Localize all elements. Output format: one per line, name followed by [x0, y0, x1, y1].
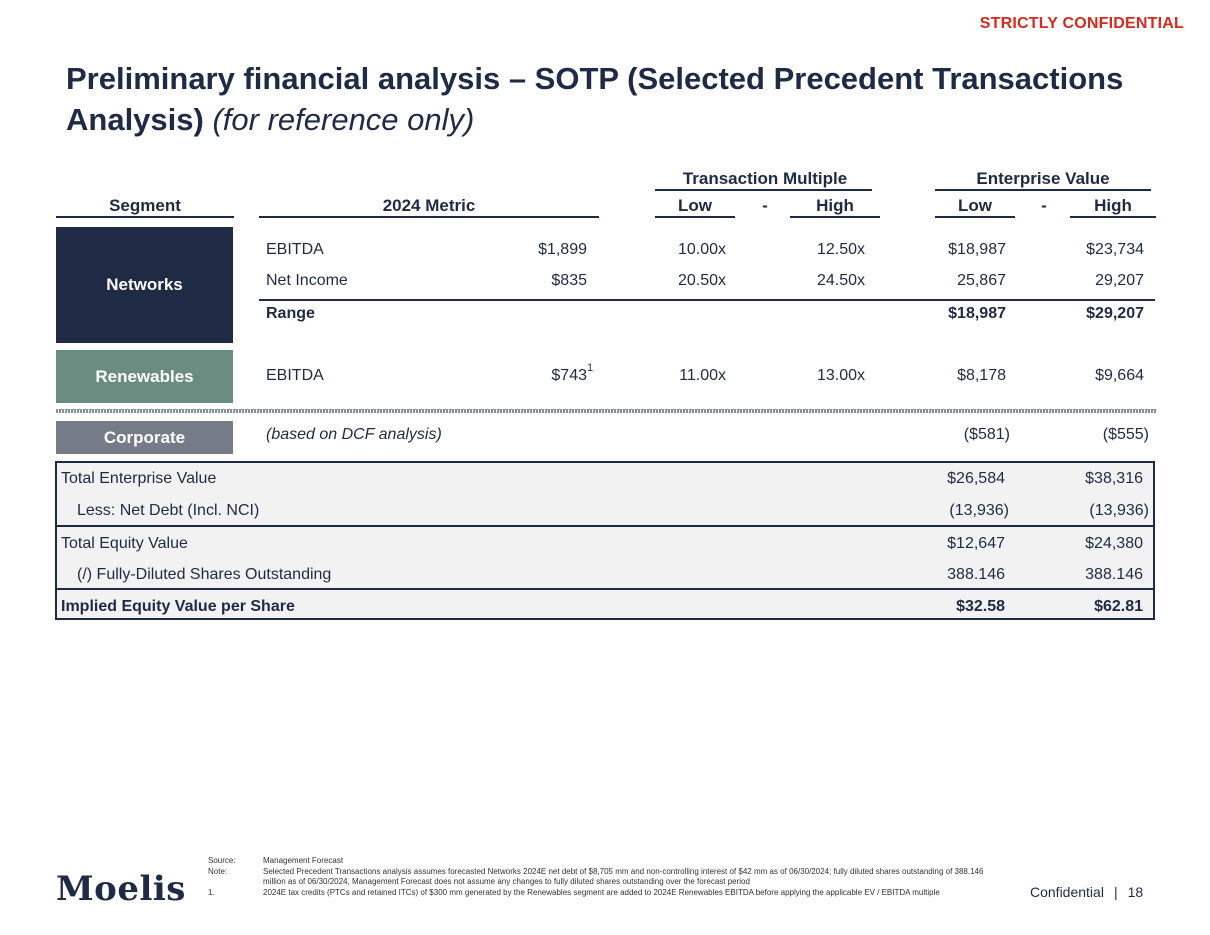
title-sub: (for reference only)	[212, 102, 475, 137]
summary-net-debt-low: (13,936)	[949, 502, 1009, 519]
summary-row-net-debt: Less: Net Debt (Incl. NCI) (13,936) (13,…	[57, 495, 1153, 527]
footer-confidential-label: Confidential	[1030, 884, 1104, 900]
col-mult-dash: -	[762, 196, 768, 215]
footnote-note-key: Note:	[208, 866, 228, 876]
renewables-footnote-marker: 1	[587, 362, 594, 374]
summary-divider-2	[57, 588, 1153, 590]
networks-row2-metric: Net Income	[266, 272, 348, 289]
summary-per-share-label: Implied Equity Value per Share	[61, 598, 295, 615]
title-main: Preliminary financial analysis – SOTP (S…	[66, 61, 1124, 137]
footnote-1-text: 2024E tax credits (PTCs and retained ITC…	[263, 887, 940, 897]
networks-row1-mult-low: 10.00x	[677, 241, 726, 258]
networks-row1-ev-high: $23,734	[1086, 241, 1144, 258]
networks-row1-value: $1,899	[538, 241, 587, 258]
footnote-1: 1. 2024E tax credits (PTCs and retained …	[208, 888, 1008, 899]
summary-per-share-high: $62.81	[1094, 598, 1143, 615]
renewables-ev-low: $8,178	[957, 367, 1006, 384]
col-ev-dash: -	[1041, 196, 1047, 215]
footnote-source-text: Management Forecast	[263, 856, 344, 865]
footer-confidential: Confidential | 18	[1030, 884, 1143, 900]
networks-row2-ev-low: 25,867	[957, 272, 1006, 289]
networks-row2-ev-high: 29,207	[1095, 272, 1144, 289]
summary-equity-label: Total Equity Value	[61, 535, 188, 552]
dotted-separator	[56, 409, 1156, 413]
col-metric: 2024 Metric	[382, 196, 476, 215]
summary-row-shares: (/) Fully-Diluted Shares Outstanding 388…	[57, 559, 1153, 591]
summary-net-debt-high: (13,936)	[1089, 502, 1149, 519]
summary-row-tev: Total Enterprise Value $26,584 $38,316	[57, 463, 1153, 495]
renewables-value-text: $743	[551, 367, 587, 384]
renewables-metric: EBITDA	[266, 367, 324, 384]
header-transaction-multiple: Transaction Multiple	[682, 169, 848, 188]
rule-mult-low	[655, 216, 735, 218]
col-ev-high: High	[1094, 196, 1132, 215]
summary-row-per-share: Implied Equity Value per Share $32.58 $6…	[57, 591, 1153, 623]
networks-range-label: Range	[266, 305, 315, 322]
col-segment: Segment	[109, 196, 181, 215]
networks-row2-value: $835	[551, 272, 587, 289]
range-rule	[259, 299, 1155, 301]
corporate-ev-low: ($581)	[963, 426, 1010, 443]
footnote-1-key: 1.	[208, 887, 215, 897]
networks-row1-metric: EBITDA	[266, 241, 324, 258]
summary-per-share-low: $32.58	[956, 598, 1005, 615]
summary-tev-label: Total Enterprise Value	[61, 470, 217, 487]
footnote-source: Source: Management Forecast	[208, 856, 1008, 867]
rule-mult-high	[790, 216, 880, 218]
summary-shares-low: 388.146	[947, 566, 1005, 583]
summary-row-equity: Total Equity Value $12,647 $24,380	[57, 528, 1153, 560]
renewables-ev-high: $9,664	[1095, 367, 1144, 384]
summary-equity-low: $12,647	[947, 535, 1005, 552]
rule-transaction-multiple	[655, 189, 872, 191]
page-number: 18	[1127, 884, 1144, 900]
networks-range-ev-high: $29,207	[1086, 305, 1144, 322]
footnotes: Source: Management Forecast Note: Select…	[208, 856, 1008, 898]
renewables-value: $743	[480, 367, 587, 385]
summary-net-debt-label: Less: Net Debt (Incl. NCI)	[77, 502, 260, 519]
col-mult-low: Low	[678, 196, 712, 215]
summary-shares-label: (/) Fully-Diluted Shares Outstanding	[77, 566, 332, 583]
renewables-mult-high: 13.00x	[816, 367, 865, 384]
rule-enterprise-value	[935, 189, 1151, 191]
rule-ev-high	[1070, 216, 1156, 218]
rule-segment	[56, 216, 234, 218]
segment-networks: Networks	[56, 227, 233, 343]
footnote-note-text: Selected Precedent Transactions analysis…	[263, 866, 984, 887]
summary-tev-low: $26,584	[947, 470, 1005, 487]
summary-shares-high: 388.146	[1085, 566, 1143, 583]
footnote-source-key: Source:	[208, 856, 236, 865]
networks-row1-mult-high: 12.50x	[816, 241, 865, 258]
networks-range-ev-low: $18,987	[948, 305, 1006, 322]
header-enterprise-value: Enterprise Value	[976, 169, 1110, 188]
summary-table: Total Enterprise Value $26,584 $38,316 L…	[55, 461, 1155, 620]
footnote-note: Note: Selected Precedent Transactions an…	[208, 867, 1008, 888]
rule-ev-low	[935, 216, 1015, 218]
renewables-mult-low: 11.00x	[679, 367, 726, 384]
networks-row2-mult-low: 20.50x	[677, 272, 726, 289]
networks-row2-mult-high: 24.50x	[816, 272, 865, 289]
segment-corporate: Corporate	[56, 421, 233, 454]
summary-tev-high: $38,316	[1085, 470, 1143, 487]
footer-separator: |	[1113, 884, 1118, 900]
corporate-ev-high: ($555)	[1102, 426, 1149, 443]
summary-equity-high: $24,380	[1085, 535, 1143, 552]
corporate-metric: (based on DCF analysis)	[266, 426, 442, 443]
summary-divider-1	[57, 525, 1153, 527]
col-ev-low: Low	[958, 196, 992, 215]
moelis-logo: Moelis	[56, 869, 186, 909]
page-title: Preliminary financial analysis – SOTP (S…	[66, 58, 1146, 140]
col-mult-high: High	[816, 196, 854, 215]
networks-row1-ev-low: $18,987	[948, 241, 1006, 258]
confidential-banner: STRICTLY CONFIDENTIAL	[979, 15, 1184, 32]
segment-renewables: Renewables	[56, 350, 233, 403]
rule-metric	[259, 216, 599, 218]
